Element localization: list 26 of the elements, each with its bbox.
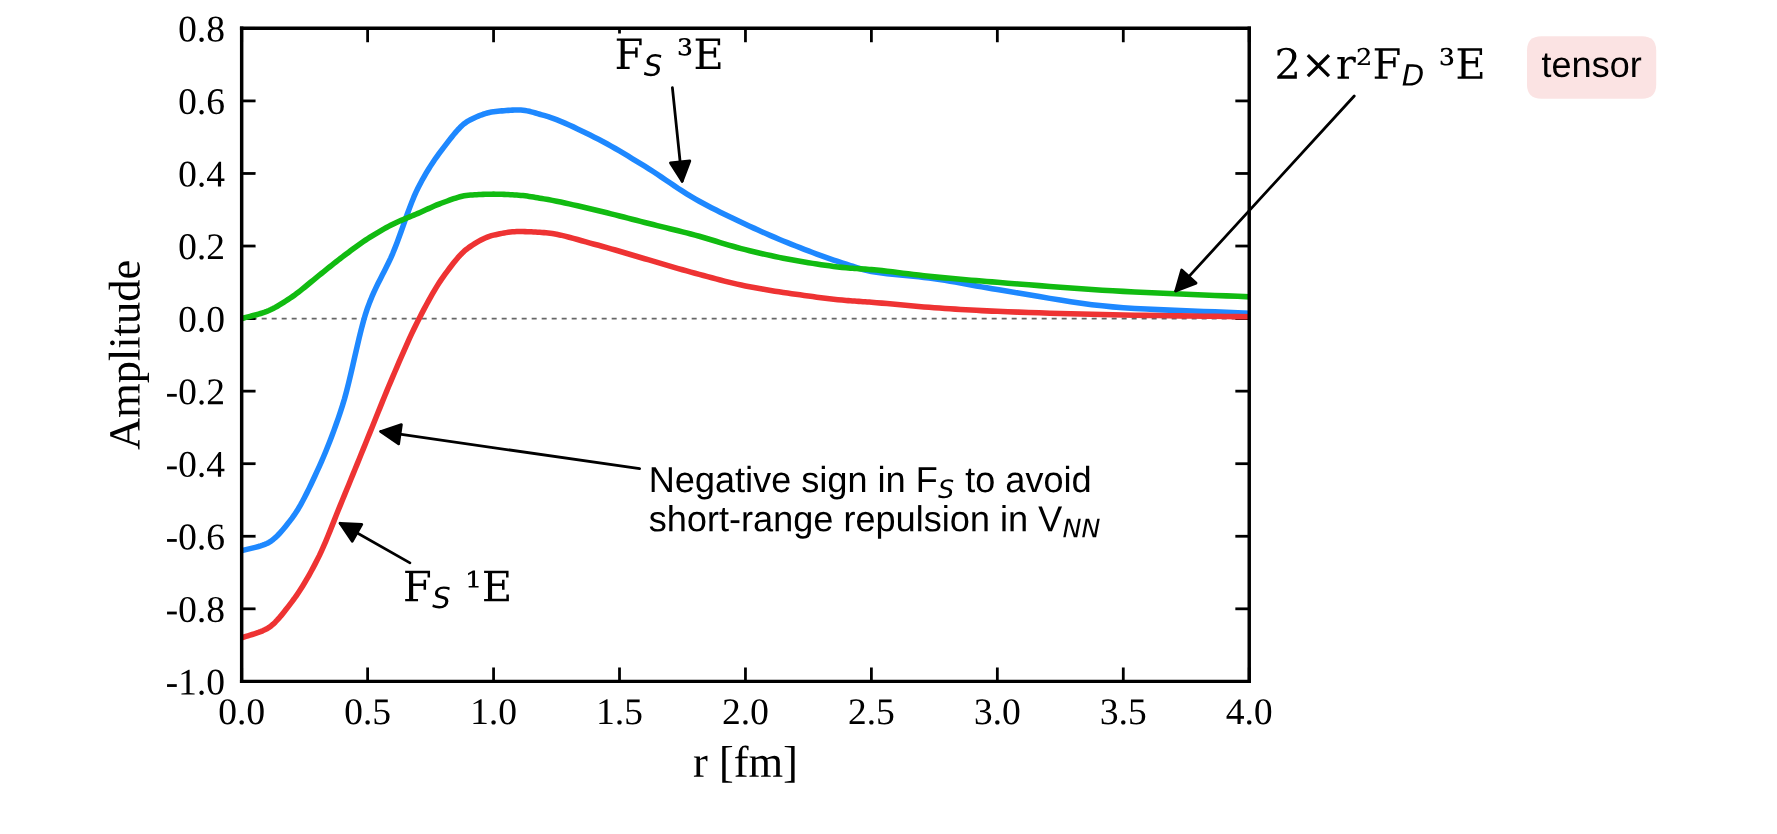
y-tick-label: 0.4 [179, 161, 225, 188]
y-axis-title: Amplitude [108, 261, 149, 450]
y-tick-label: -0.4 [167, 451, 225, 478]
x-tick-label: 4.0 [1226, 699, 1272, 725]
annotation: Negative sign in F$_{S}$ to avoid short-range repulsion in V$_{NN}$ [649, 465, 1100, 539]
annotation: 2×r²F$_{D}$ ³E [1277, 47, 1483, 86]
x-axis-title: r [fm] [693, 745, 795, 783]
y-tick-label: -0.2 [167, 379, 223, 405]
x-tick-label: 3.5 [1101, 699, 1146, 725]
y-tick-label: -0.8 [167, 596, 224, 623]
annotation: F$_{S}$ ¹E [405, 570, 509, 609]
y-tick-label: -0.6 [167, 524, 224, 550]
x-tick-label: 1.5 [599, 699, 642, 725]
x-tick-label: 3.0 [975, 699, 1020, 725]
x-tick-label: 2.5 [849, 699, 894, 725]
y-tick-label: 0.6 [179, 88, 224, 115]
x-tick-label: 0.5 [345, 699, 390, 725]
annotation: F$_{S}$ ³E [616, 37, 721, 77]
x-tick-label: 0.0 [219, 699, 264, 725]
y-tick-label: 0.0 [179, 306, 224, 333]
text: tensor [1541, 53, 1642, 78]
x-tick-label: 1.0 [473, 699, 516, 725]
y-tick-label: -1.0 [167, 669, 224, 695]
x-tick-label: 2.0 [723, 699, 768, 725]
y-tick-label: 0.8 [179, 16, 224, 42]
y-tick-label: 0.2 [179, 234, 223, 260]
